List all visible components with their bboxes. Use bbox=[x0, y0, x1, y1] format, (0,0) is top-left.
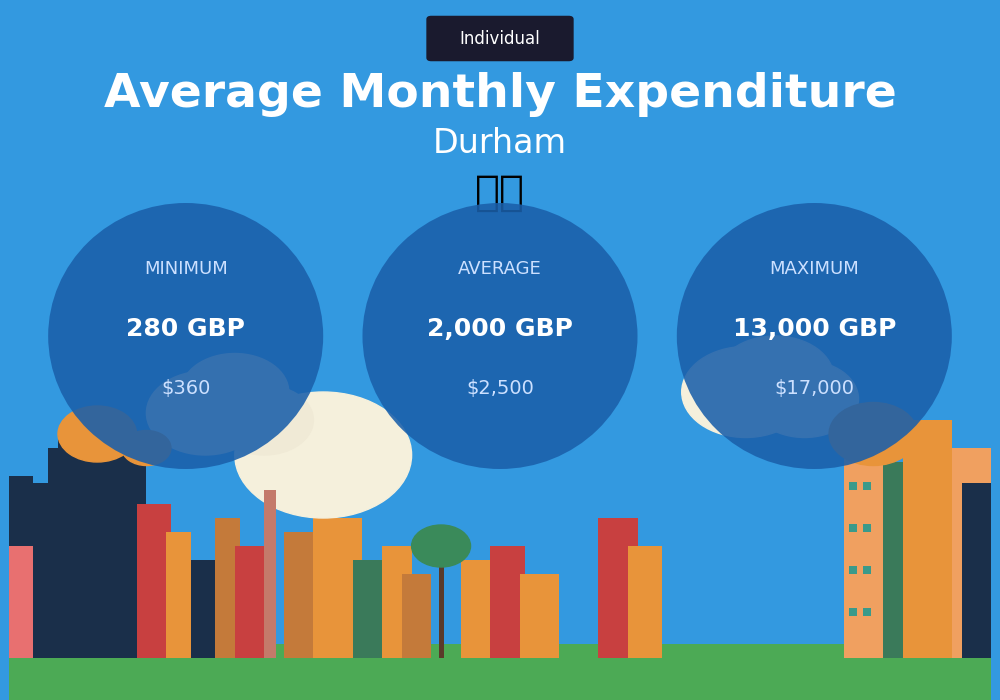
Bar bbox=[137, 504, 171, 658]
Circle shape bbox=[682, 346, 809, 438]
Bar bbox=[48, 448, 146, 658]
Bar bbox=[313, 518, 362, 658]
Bar bbox=[382, 546, 412, 658]
Circle shape bbox=[829, 402, 917, 466]
FancyBboxPatch shape bbox=[426, 15, 574, 62]
Bar bbox=[284, 532, 323, 658]
Bar bbox=[353, 560, 392, 658]
Bar bbox=[402, 574, 431, 658]
Circle shape bbox=[716, 336, 834, 420]
Bar bbox=[863, 566, 871, 574]
Bar bbox=[849, 566, 857, 574]
Bar bbox=[849, 608, 857, 616]
Ellipse shape bbox=[48, 203, 323, 469]
Bar bbox=[9, 546, 33, 658]
Circle shape bbox=[235, 392, 412, 518]
Bar bbox=[186, 560, 220, 658]
Bar bbox=[9, 483, 58, 658]
Text: $2,500: $2,500 bbox=[466, 379, 534, 398]
Text: 13,000 GBP: 13,000 GBP bbox=[733, 317, 896, 341]
Text: Individual: Individual bbox=[460, 29, 540, 48]
Bar bbox=[215, 518, 240, 658]
Circle shape bbox=[750, 360, 859, 438]
Bar bbox=[952, 448, 991, 658]
Text: Average Monthly Expenditure: Average Monthly Expenditure bbox=[104, 72, 896, 117]
Bar bbox=[107, 567, 132, 658]
Text: 🇬🇧: 🇬🇧 bbox=[475, 172, 525, 214]
Bar bbox=[962, 483, 991, 658]
Circle shape bbox=[146, 371, 264, 455]
Bar bbox=[58, 504, 97, 658]
Bar bbox=[903, 420, 952, 658]
Circle shape bbox=[58, 406, 137, 462]
Bar bbox=[863, 482, 871, 490]
Bar bbox=[849, 524, 857, 532]
Circle shape bbox=[215, 385, 313, 455]
Ellipse shape bbox=[677, 203, 952, 469]
Bar bbox=[439, 546, 444, 658]
Ellipse shape bbox=[362, 203, 638, 469]
Bar bbox=[490, 546, 525, 658]
Text: Durham: Durham bbox=[433, 127, 567, 160]
Bar bbox=[598, 518, 638, 658]
Circle shape bbox=[181, 354, 289, 430]
Bar bbox=[932, 462, 971, 658]
Text: MAXIMUM: MAXIMUM bbox=[769, 260, 859, 279]
FancyBboxPatch shape bbox=[9, 644, 991, 700]
Text: $360: $360 bbox=[161, 379, 210, 398]
Bar bbox=[520, 574, 559, 658]
Bar bbox=[235, 546, 269, 658]
Text: $17,000: $17,000 bbox=[774, 379, 854, 398]
Circle shape bbox=[412, 525, 471, 567]
Bar bbox=[461, 560, 500, 658]
Bar bbox=[87, 546, 122, 658]
Bar bbox=[628, 546, 662, 658]
Text: 2,000 GBP: 2,000 GBP bbox=[427, 317, 573, 341]
Bar bbox=[166, 532, 191, 658]
Bar bbox=[29, 532, 87, 658]
Bar bbox=[863, 608, 871, 616]
Bar bbox=[883, 462, 942, 658]
Text: 280 GBP: 280 GBP bbox=[126, 317, 245, 341]
Bar bbox=[58, 434, 83, 476]
Bar bbox=[844, 434, 893, 658]
Circle shape bbox=[122, 430, 171, 466]
Text: AVERAGE: AVERAGE bbox=[458, 260, 542, 279]
Bar bbox=[863, 524, 871, 532]
Text: MINIMUM: MINIMUM bbox=[144, 260, 228, 279]
Bar bbox=[9, 476, 33, 511]
Bar bbox=[264, 490, 276, 658]
Bar bbox=[849, 482, 857, 490]
